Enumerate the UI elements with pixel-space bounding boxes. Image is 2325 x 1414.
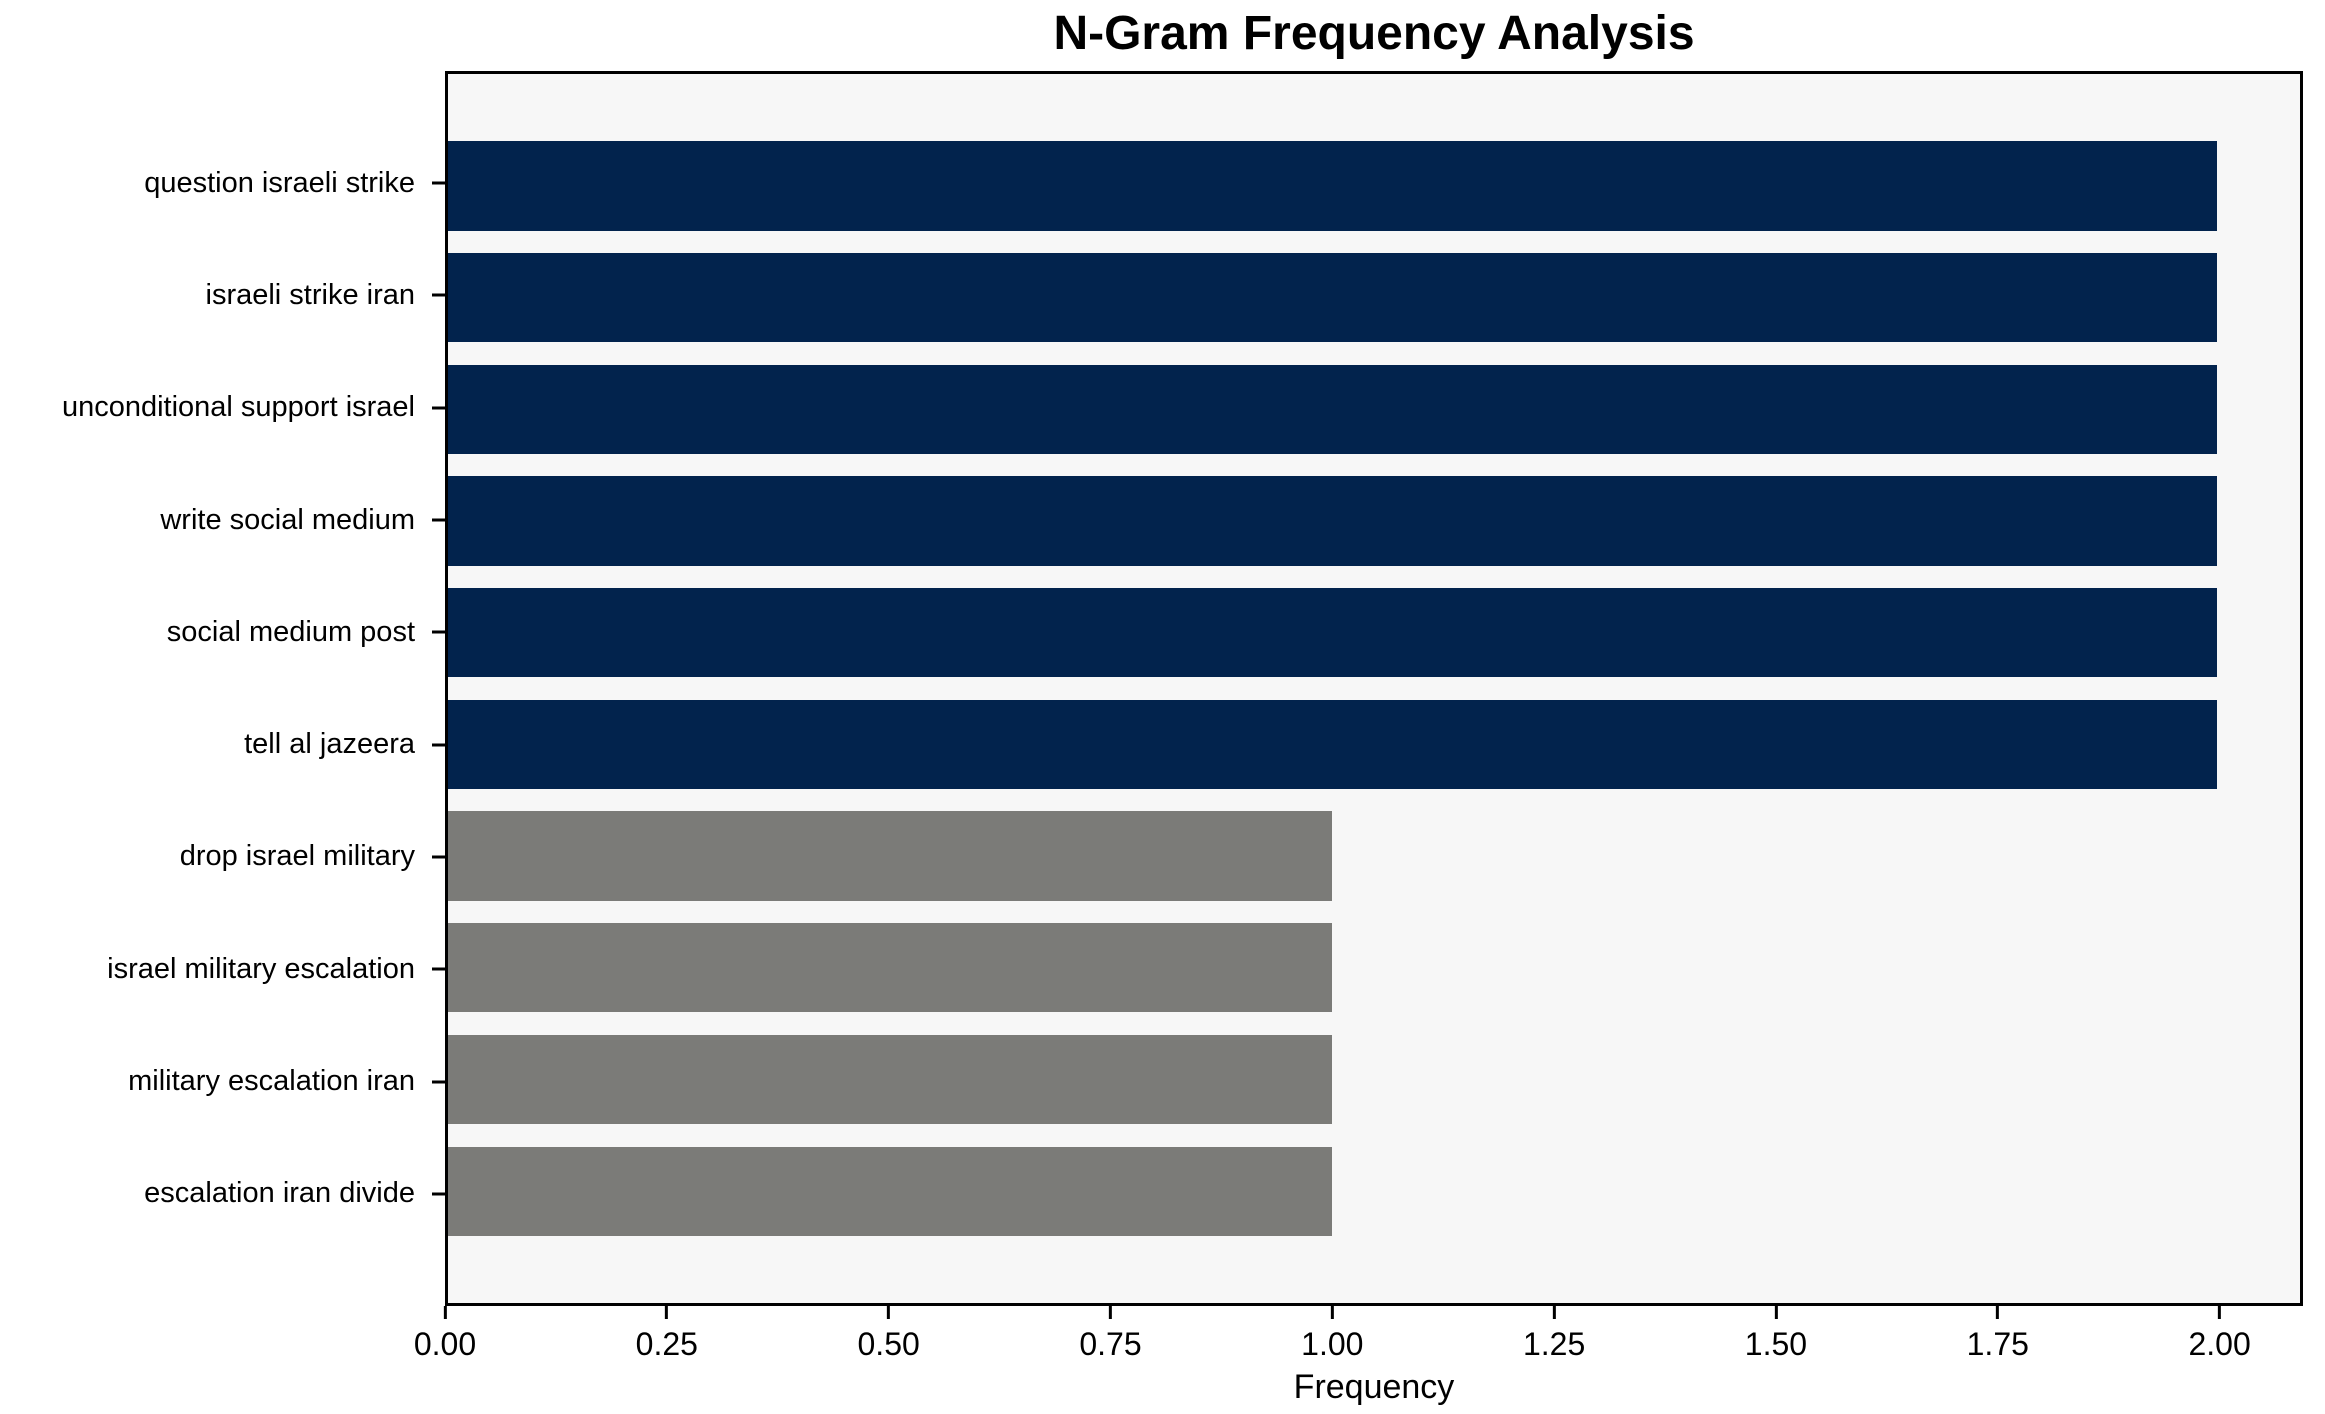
x-tick-mark bbox=[887, 1306, 891, 1319]
y-tick-label: escalation iran divide bbox=[144, 1177, 415, 1210]
y-label-row: drop israel military bbox=[0, 801, 445, 913]
x-tick-label: 1.75 bbox=[1966, 1326, 2029, 1362]
bar-tell-al-jazeera bbox=[448, 699, 2217, 790]
y-tick-label: write social medium bbox=[160, 503, 415, 536]
x-tick-mark bbox=[1108, 1306, 1112, 1319]
y-tick-mark bbox=[432, 967, 445, 971]
bar-row bbox=[448, 1024, 2300, 1136]
y-tick-label: military escalation iran bbox=[128, 1065, 415, 1098]
y-tick-mark bbox=[432, 630, 445, 634]
y-label-row: tell al jazeera bbox=[0, 688, 445, 800]
bar-row bbox=[448, 577, 2300, 689]
x-tick: 0.75 bbox=[1079, 1306, 1142, 1363]
x-tick-label: 0.75 bbox=[1079, 1326, 1142, 1362]
x-tick-mark bbox=[1552, 1306, 1556, 1319]
x-tick-label: 0.00 bbox=[413, 1326, 477, 1362]
bar-israel-military-escalation bbox=[448, 923, 1333, 1013]
y-axis-labels: question israeli strike israeli strike ir… bbox=[0, 71, 445, 1306]
y-tick-label: tell al jazeera bbox=[244, 728, 415, 761]
bar-row bbox=[448, 242, 2300, 354]
x-axis-label: Frequency bbox=[1293, 1368, 1455, 1406]
y-tick-mark bbox=[432, 406, 445, 410]
x-tick-label: 0.25 bbox=[635, 1326, 698, 1362]
x-tick: 1.50 bbox=[1745, 1306, 1807, 1363]
x-tick: 1.25 bbox=[1523, 1306, 1585, 1363]
bar-unconditional-support-israel bbox=[448, 364, 2217, 454]
bar-israeli-strike-iran bbox=[448, 252, 2217, 343]
bar-social-medium-post bbox=[448, 587, 2217, 678]
x-axis-ticks: 0.00 0.25 0.50 0.75 1.00 1.25 1.50 1.75 2.00 bbox=[414, 1306, 2303, 1376]
y-label-row: escalation iran divide bbox=[0, 1138, 445, 1250]
y-tick-label: unconditional support israel bbox=[61, 391, 415, 424]
y-tick-mark bbox=[432, 293, 445, 297]
x-tick-mark bbox=[1330, 1306, 1334, 1319]
x-tick-mark bbox=[2218, 1306, 2222, 1319]
y-label-row: unconditional support israel bbox=[0, 352, 445, 464]
y-tick-mark bbox=[432, 855, 445, 859]
bar-question-israeli-strike bbox=[448, 141, 2217, 231]
y-tick-mark bbox=[432, 1080, 445, 1084]
y-label-row: military escalation iran bbox=[0, 1025, 445, 1137]
plot-area bbox=[445, 71, 2303, 1306]
y-tick-mark bbox=[432, 181, 445, 185]
y-tick-mark bbox=[432, 1192, 445, 1196]
bar-row bbox=[448, 800, 2300, 912]
y-tick-label: social medium post bbox=[166, 615, 415, 648]
bar-row bbox=[448, 465, 2300, 577]
x-tick-mark bbox=[665, 1306, 669, 1319]
x-tick: 1.00 bbox=[1301, 1306, 1363, 1363]
x-tick: 2.00 bbox=[2188, 1306, 2251, 1363]
bar-row bbox=[448, 353, 2300, 465]
bar-escalation-iran-divide bbox=[448, 1146, 1333, 1236]
chart-title: N-Gram Frequency Analysis bbox=[1053, 7, 1695, 60]
y-label-row: israel military escalation bbox=[0, 913, 445, 1025]
x-tick-label: 1.25 bbox=[1522, 1326, 1586, 1362]
x-tick-label: 0.50 bbox=[857, 1326, 920, 1362]
y-tick-label: question israeli strike bbox=[144, 166, 415, 199]
x-tick: 0.25 bbox=[636, 1306, 698, 1363]
y-label-row: write social medium bbox=[0, 464, 445, 576]
x-tick-label: 1.50 bbox=[1744, 1326, 1808, 1362]
y-label-row: question israeli strike bbox=[0, 127, 445, 239]
bar-row bbox=[448, 130, 2300, 242]
y-tick-label: israeli strike iran bbox=[205, 278, 416, 311]
x-tick-label: 2.00 bbox=[2188, 1326, 2251, 1362]
bar-row bbox=[448, 912, 2300, 1024]
x-tick-label: 1.00 bbox=[1301, 1326, 1364, 1362]
x-tick-mark bbox=[1996, 1306, 2000, 1319]
bar-row bbox=[448, 689, 2300, 801]
y-tick-mark bbox=[432, 518, 445, 522]
y-label-row: social medium post bbox=[0, 576, 445, 688]
x-tick-mark bbox=[443, 1306, 447, 1319]
y-tick-label: israel military escalation bbox=[107, 952, 415, 985]
x-tick: 0.50 bbox=[858, 1306, 920, 1363]
y-tick-mark bbox=[432, 743, 445, 747]
bar-write-social-medium bbox=[448, 476, 2217, 566]
x-tick: 1.75 bbox=[1967, 1306, 2029, 1363]
x-tick-mark bbox=[1774, 1306, 1778, 1319]
bar-drop-israel-military bbox=[448, 811, 1333, 901]
bars-area bbox=[448, 74, 2300, 1303]
y-tick-label: drop israel military bbox=[179, 840, 415, 873]
y-label-row: israeli strike iran bbox=[0, 239, 445, 351]
x-tick: 0.00 bbox=[414, 1306, 476, 1363]
bar-military-escalation-iran bbox=[448, 1034, 1333, 1125]
bar-row bbox=[448, 1135, 2300, 1247]
